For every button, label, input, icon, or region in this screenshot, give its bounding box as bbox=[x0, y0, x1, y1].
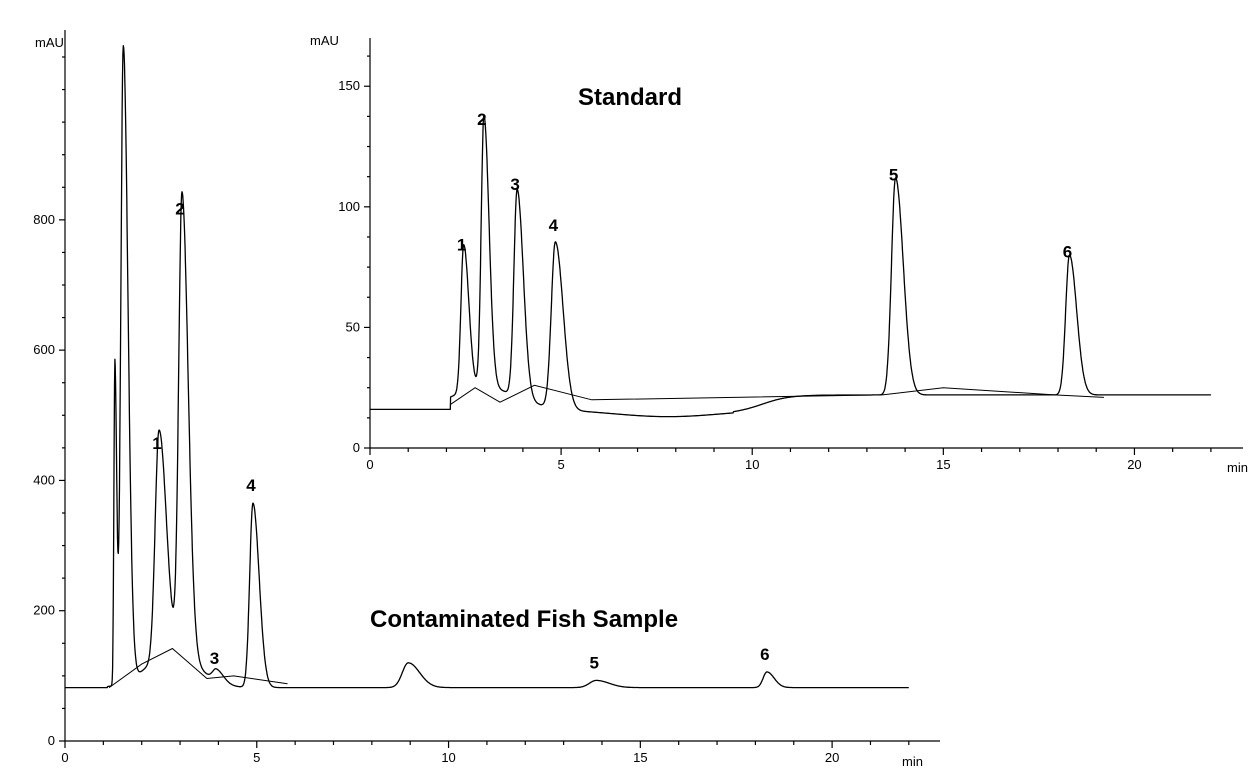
peak-label-6: 6 bbox=[1063, 243, 1072, 262]
y-tick-label: 400 bbox=[33, 472, 55, 487]
y-tick-label: 50 bbox=[346, 319, 360, 334]
standard-chart: 0 50 100 150 0 5 10 15 20 mAU min 1 2 3 4 5 6 Standa… bbox=[310, 28, 1258, 480]
fish-integration-baseline bbox=[108, 647, 288, 689]
standard-trace-line bbox=[369, 114, 1212, 418]
peak-label-3: 3 bbox=[210, 649, 219, 668]
y-tick-label: 800 bbox=[33, 212, 55, 227]
x-tick-label: 0 bbox=[61, 750, 68, 765]
x-tick-label: 20 bbox=[825, 750, 839, 765]
peak-label-1: 1 bbox=[457, 235, 466, 254]
x-tick-label: 15 bbox=[936, 457, 950, 472]
peak-label-5: 5 bbox=[589, 653, 598, 672]
fish-x-ticks: 0 5 10 15 20 bbox=[61, 741, 910, 765]
x-tick-label: 10 bbox=[441, 750, 455, 765]
standard-inset-background bbox=[330, 28, 1258, 480]
standard-chart-title: Standard bbox=[578, 84, 682, 111]
peak-label-4: 4 bbox=[549, 216, 559, 235]
peak-label-3: 3 bbox=[510, 175, 519, 194]
y-tick-label: 600 bbox=[33, 342, 55, 357]
standard-integration-baseline bbox=[450, 384, 1104, 406]
peak-label-1: 1 bbox=[152, 434, 161, 453]
standard-peak-labels: 1 2 3 4 5 6 bbox=[457, 110, 1072, 262]
standard-y-unit-label: mAU bbox=[310, 33, 339, 48]
peak-label-2: 2 bbox=[175, 199, 184, 218]
peak-label-4: 4 bbox=[246, 476, 256, 495]
x-tick-label: 15 bbox=[633, 750, 647, 765]
peak-label-6: 6 bbox=[760, 645, 769, 664]
fish-y-ticks: 0 200 400 600 800 bbox=[33, 56, 65, 748]
x-tick-label: 10 bbox=[745, 457, 759, 472]
fish-chart-title: Contaminated Fish Sample bbox=[370, 606, 678, 633]
peak-label-5: 5 bbox=[889, 165, 898, 184]
fish-y-unit-label: mAU bbox=[35, 35, 64, 50]
standard-x-unit-label: min bbox=[1227, 460, 1248, 475]
x-tick-label: 5 bbox=[557, 457, 564, 472]
fish-peak-labels: 1 2 3 4 5 6 bbox=[152, 199, 769, 672]
y-tick-label: 0 bbox=[48, 733, 55, 748]
fish-x-unit-label: min bbox=[902, 754, 923, 769]
y-tick-label: 100 bbox=[338, 199, 360, 214]
standard-y-ticks: 0 50 100 150 bbox=[338, 55, 370, 455]
y-tick-label: 200 bbox=[33, 603, 55, 618]
x-tick-label: 5 bbox=[253, 750, 260, 765]
y-tick-label: 0 bbox=[353, 440, 360, 455]
peak-label-2: 2 bbox=[477, 110, 486, 129]
x-tick-label: 0 bbox=[366, 457, 373, 472]
x-tick-label: 20 bbox=[1127, 457, 1141, 472]
fish-trace-line bbox=[64, 45, 910, 689]
standard-x-ticks: 0 5 10 15 20 bbox=[366, 448, 1212, 472]
y-tick-label: 150 bbox=[338, 78, 360, 93]
